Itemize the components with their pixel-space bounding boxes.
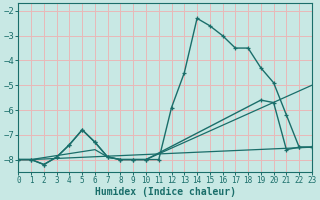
X-axis label: Humidex (Indice chaleur): Humidex (Indice chaleur)	[95, 186, 236, 197]
